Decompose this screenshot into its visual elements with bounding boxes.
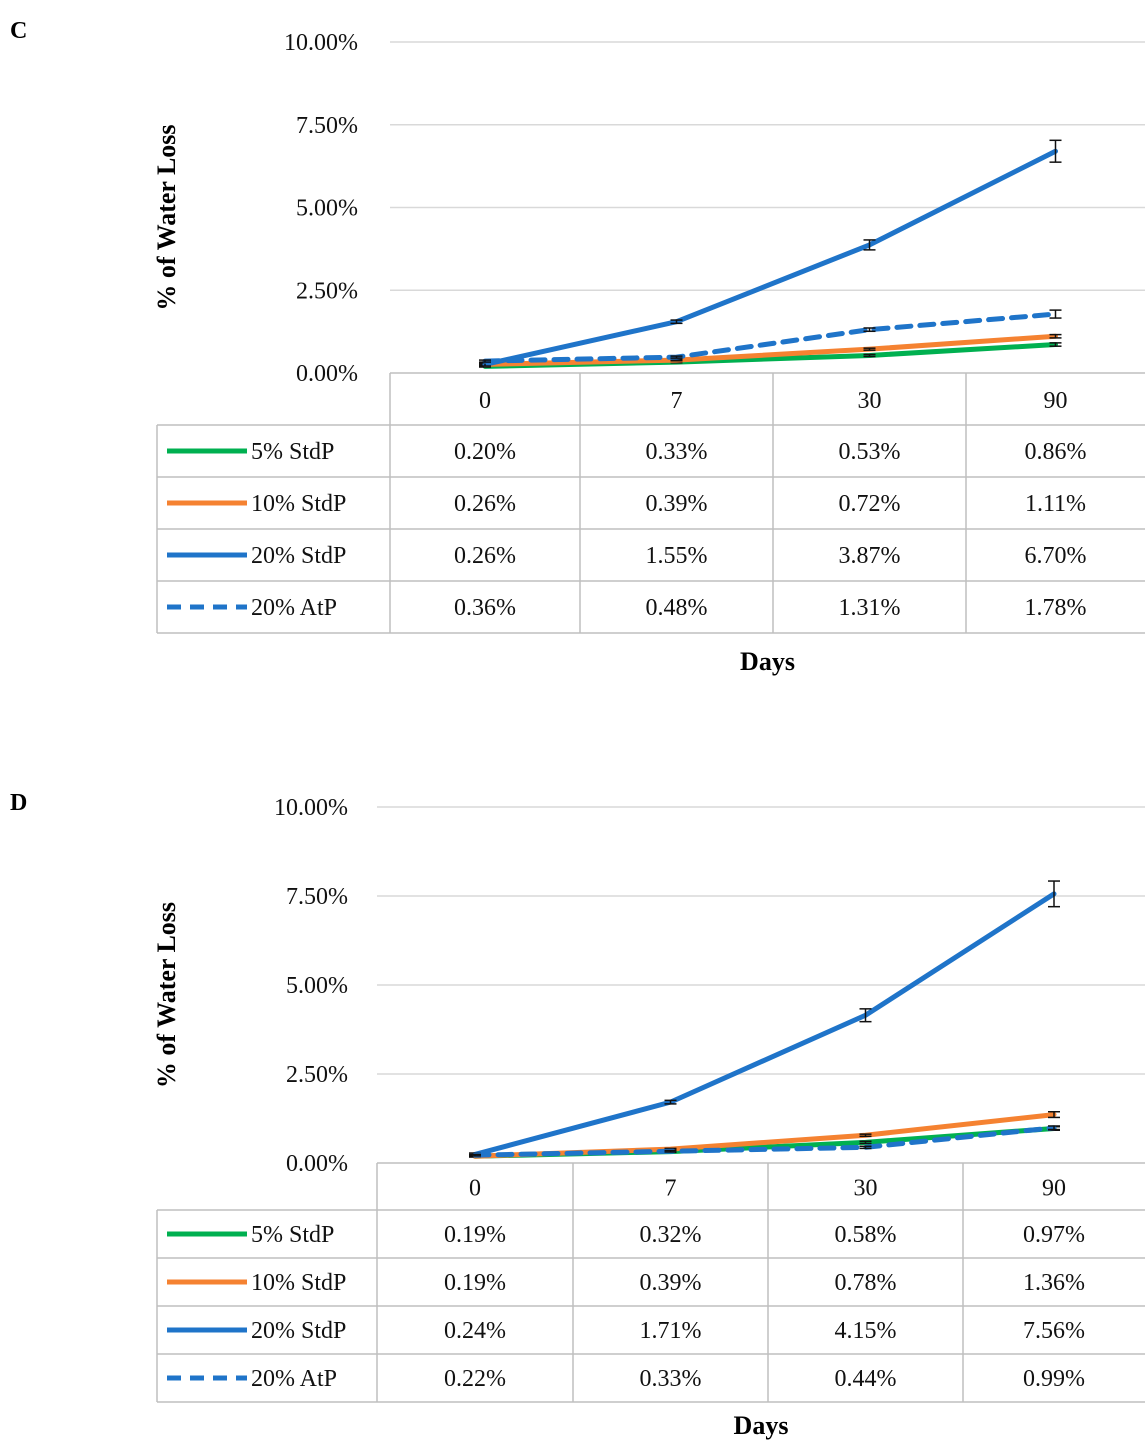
x-axis-title: Days (740, 647, 795, 676)
table-cell-value: 0.99% (1023, 1366, 1085, 1392)
table-cell-value: 0.19% (444, 1270, 506, 1296)
series-line (472, 1125, 1057, 1158)
x-tick-label: 30 (858, 388, 882, 414)
table-cell-value: 1.11% (1025, 491, 1086, 517)
table-cell-value: 1.78% (1025, 595, 1087, 621)
legend-label: 10% StdP (251, 1270, 346, 1296)
series-line (472, 891, 1057, 1157)
table-cell-value: 0.44% (835, 1366, 897, 1392)
legend-label: 20% AtP (251, 1366, 337, 1392)
y-tick-label: 2.50% (296, 278, 358, 304)
series-line (482, 311, 1058, 364)
table-cell-value: 1.36% (1023, 1270, 1085, 1296)
x-tick-label: 0 (469, 1176, 481, 1202)
x-tick-label: 0 (479, 388, 491, 414)
y-tick-label: 10.00% (274, 795, 348, 821)
x-tick-label: 90 (1042, 1176, 1066, 1202)
x-tick-label: 7 (665, 1176, 677, 1202)
table-cell-value: 0.78% (835, 1270, 897, 1296)
legend-label: 20% StdP (251, 1318, 346, 1344)
legend-label: 5% StdP (251, 1222, 334, 1248)
table-cell-value: 0.39% (640, 1270, 702, 1296)
panel-letter: C (10, 18, 27, 44)
table-cell-value: 1.71% (640, 1318, 702, 1344)
x-tick-label: 30 (854, 1176, 878, 1202)
y-tick-label: 5.00% (286, 973, 348, 999)
table-cell-value: 0.86% (1025, 439, 1087, 465)
legend-label: 20% AtP (251, 595, 337, 621)
table-cell-value: 0.24% (444, 1318, 506, 1344)
legend-label: 10% StdP (251, 491, 346, 517)
table-cell-value: 6.70% (1025, 543, 1087, 569)
y-axis-title: % of Water Loss (152, 124, 181, 310)
table-cell-value: 3.87% (839, 543, 901, 569)
table-cell-value: 0.36% (454, 595, 516, 621)
series-line (482, 148, 1058, 367)
y-tick-label: 0.00% (296, 361, 358, 387)
y-tick-label: 10.00% (284, 30, 358, 56)
table-cell-value: 0.97% (1023, 1222, 1085, 1248)
x-tick-label: 7 (671, 388, 683, 414)
table-cell-value: 0.72% (839, 491, 901, 517)
chart-panel-c: C 0.00% 2.50% 5.00% 7.50% 10.00% % of Water Lo… (10, 18, 1145, 676)
table-cell-value: 1.31% (839, 595, 901, 621)
y-tick-label: 7.50% (286, 884, 348, 910)
table-cell-value: 0.26% (454, 491, 516, 517)
y-axis-title: % of Water Loss (152, 902, 181, 1088)
table-cell-value: 0.48% (646, 595, 708, 621)
table-cell-value: 0.33% (646, 439, 708, 465)
x-tick-label: 90 (1044, 388, 1068, 414)
table-cell-value: 0.19% (444, 1222, 506, 1248)
x-axis-title: Days (734, 1411, 789, 1440)
y-tick-label: 7.50% (296, 113, 358, 139)
legend-label: 5% StdP (251, 439, 334, 465)
table-cell-value: 0.53% (839, 439, 901, 465)
y-tick-label: 5.00% (296, 196, 358, 222)
table-cell-value: 1.55% (646, 543, 708, 569)
table-cell-value: 0.20% (454, 439, 516, 465)
panel-letter: D (10, 790, 27, 816)
y-tick-label: 2.50% (286, 1062, 348, 1088)
table-cell-value: 7.56% (1023, 1318, 1085, 1344)
table-cell-value: 0.26% (454, 543, 516, 569)
table-cell-value: 0.39% (646, 491, 708, 517)
series-line (482, 333, 1058, 367)
legend-label: 20% StdP (251, 543, 346, 569)
chart-panel-d: D 0.00% 2.50% 5.00% 7.50% 10.00% % of Water Lo… (10, 790, 1145, 1440)
table-cell-value: 0.58% (835, 1222, 897, 1248)
table-cell-value: 0.33% (640, 1366, 702, 1392)
table-cell-value: 0.32% (640, 1222, 702, 1248)
table-cell-value: 4.15% (835, 1318, 897, 1344)
table-cell-value: 0.22% (444, 1366, 506, 1392)
y-tick-label: 0.00% (286, 1151, 348, 1177)
